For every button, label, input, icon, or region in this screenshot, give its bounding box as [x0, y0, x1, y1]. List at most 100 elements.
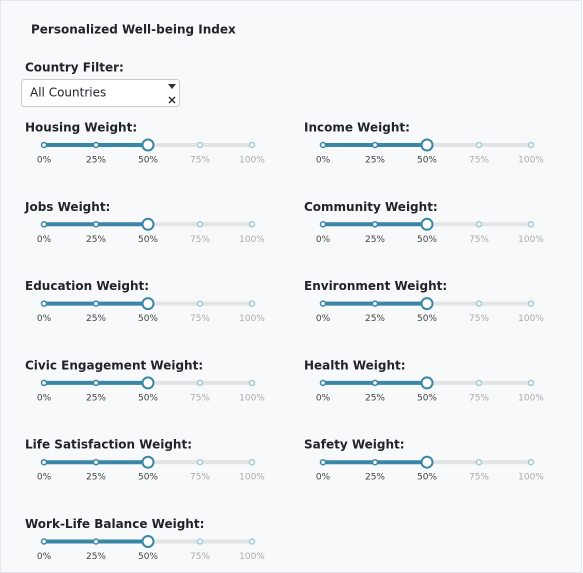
slider-mark-label: 100% — [518, 235, 544, 245]
dropdown-value: All Countries — [30, 86, 106, 100]
slider-handle[interactable] — [420, 376, 434, 390]
slider-mark-label: 100% — [518, 314, 544, 324]
slider-mark-label: 25% — [365, 473, 385, 483]
slider-handle[interactable] — [141, 376, 155, 390]
slider-mark-label: 75% — [190, 552, 210, 562]
slider-dot — [475, 300, 483, 307]
panel-title: Personalized Well-being Index — [31, 23, 236, 37]
dropdown-box[interactable] — [21, 79, 180, 107]
clear-icon[interactable] — [168, 96, 176, 104]
slider-handle[interactable] — [141, 535, 155, 548]
slider-mark-label: 0% — [316, 314, 331, 324]
slider-dot — [527, 458, 535, 466]
slider-dot — [527, 141, 535, 149]
slider-mark-label: 0% — [37, 156, 52, 166]
slider-handle[interactable] — [420, 138, 434, 152]
slider-mark-label: 50% — [138, 473, 158, 483]
slider-dot — [92, 379, 100, 387]
slider-mark-label: 25% — [365, 156, 385, 166]
slider-mark-label: 100% — [239, 393, 265, 403]
slider-handle[interactable] — [420, 455, 434, 469]
slider-mark-label: 0% — [316, 156, 331, 166]
slider-label: Community Weight: — [304, 200, 438, 214]
slider-mark-label: 25% — [365, 314, 385, 324]
slider-mark-label: 50% — [138, 314, 158, 324]
slider-dot — [196, 221, 204, 228]
slider-dot — [248, 141, 256, 149]
slider-mark-label: 100% — [239, 235, 265, 245]
slider-mark-label: 50% — [417, 393, 437, 403]
slider-handle[interactable] — [420, 217, 434, 231]
slider-mark-label: 75% — [469, 235, 489, 245]
slider-dot — [40, 300, 48, 307]
slider-dot — [248, 458, 256, 466]
slider-dot — [475, 141, 483, 149]
slider-dot — [196, 300, 204, 307]
slider-mark-label: 0% — [37, 314, 52, 324]
slider-mark-label: 0% — [316, 393, 331, 403]
slider-mark-label: 25% — [86, 473, 106, 483]
slider-mark-label: 50% — [417, 314, 437, 324]
slider-mark-label: 100% — [239, 552, 265, 562]
slider-dot — [371, 379, 379, 387]
slider-dot — [248, 221, 256, 228]
slider-mark-label: 75% — [469, 473, 489, 483]
slider-mark-label: 50% — [417, 473, 437, 483]
slider-mark-label: 75% — [469, 393, 489, 403]
slider-mark-label: 0% — [37, 473, 52, 483]
country-dropdown[interactable]: All Countries — [21, 79, 180, 107]
slider-mark-label: 25% — [86, 552, 106, 562]
slider-handle[interactable] — [141, 455, 155, 469]
slider-dot — [527, 300, 535, 307]
slider-mark-label: 25% — [86, 314, 106, 324]
slider-label: Work-Life Balance Weight: — [25, 517, 204, 531]
slider-label: Housing Weight: — [25, 121, 137, 135]
slider-mark-label: 25% — [365, 235, 385, 245]
slider-mark-label: 50% — [417, 235, 437, 245]
slider-dot — [319, 221, 327, 228]
dropdown-caret[interactable] — [168, 84, 176, 89]
slider-label: Safety Weight: — [304, 438, 405, 452]
slider-dot — [319, 458, 327, 466]
slider-dot — [248, 300, 256, 307]
slider-dot — [248, 538, 256, 545]
slider-mark-label: 75% — [469, 314, 489, 324]
slider-label: Education Weight: — [25, 279, 149, 293]
slider-dot — [527, 221, 535, 228]
slider-label: Jobs Weight: — [24, 200, 110, 214]
slider-dot — [248, 379, 256, 387]
slider-label: Environment Weight: — [304, 279, 447, 293]
slider-dot — [475, 458, 483, 466]
slider-dot — [371, 300, 379, 307]
slider-handle[interactable] — [420, 297, 434, 311]
slider-dot — [475, 221, 483, 228]
slider-dot — [371, 141, 379, 149]
slider-dot — [92, 300, 100, 307]
slider-dot — [92, 141, 100, 149]
slider-dot — [40, 221, 48, 228]
slider-mark-label: 100% — [239, 156, 265, 166]
slider-mark-label: 0% — [316, 235, 331, 245]
slider-label: Life Satisfaction Weight: — [25, 438, 192, 452]
slider-dot — [40, 458, 48, 466]
slider-dot — [196, 458, 204, 466]
slider-mark-label: 75% — [469, 156, 489, 166]
slider-dot — [475, 379, 483, 387]
slider-handle[interactable] — [141, 217, 155, 231]
slider-mark-label: 50% — [138, 552, 158, 562]
slider-handle[interactable] — [141, 138, 155, 152]
slider-dot — [319, 300, 327, 307]
slider-mark-label: 25% — [86, 393, 106, 403]
slider-handle[interactable] — [141, 297, 155, 311]
slider-mark-label: 50% — [138, 156, 158, 166]
slider-mark-label: 25% — [365, 393, 385, 403]
slider-dot — [92, 538, 100, 545]
slider-dot — [196, 538, 204, 545]
slider-mark-label: 75% — [190, 314, 210, 324]
slider-dot — [319, 141, 327, 149]
slider-mark-label: 100% — [239, 473, 265, 483]
slider-mark-label: 75% — [190, 156, 210, 166]
slider-mark-label: 0% — [37, 393, 52, 403]
